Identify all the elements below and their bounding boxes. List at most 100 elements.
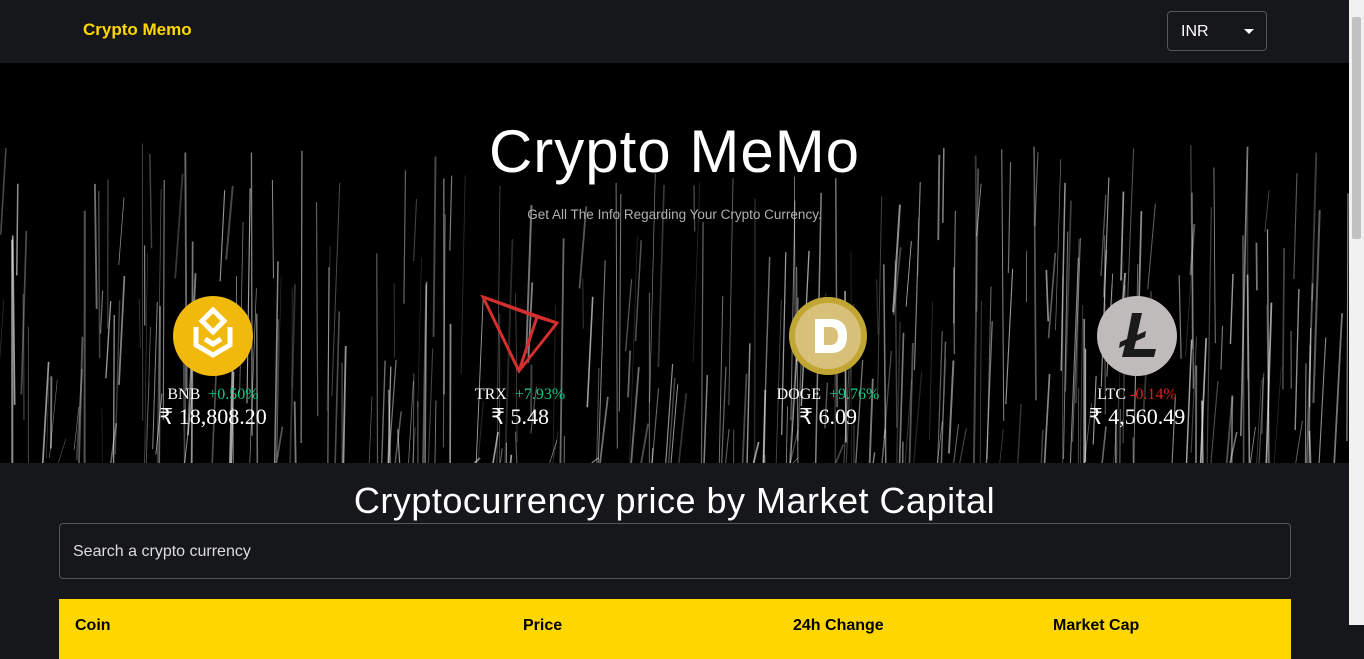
caret	[1244, 29, 1254, 35]
coin-price: ₹ 4,560.49	[1037, 404, 1237, 430]
table-header-cell: Coin	[75, 617, 111, 635]
streak	[328, 267, 329, 463]
streak	[1000, 429, 1004, 463]
streak	[1309, 431, 1310, 463]
streak	[1347, 193, 1348, 441]
streak	[101, 291, 103, 334]
streak	[1283, 248, 1284, 390]
streak	[918, 218, 919, 276]
streak	[95, 184, 97, 309]
streak	[679, 393, 686, 463]
streak	[1274, 367, 1281, 463]
streak	[1257, 380, 1262, 463]
streak	[382, 361, 385, 463]
streak	[941, 342, 945, 463]
streak	[949, 360, 954, 453]
coin-symbol: TRX	[475, 386, 507, 403]
table-header-cell: Market Cap	[1053, 617, 1139, 635]
streak	[954, 424, 959, 463]
streak	[1006, 269, 1013, 404]
coin-change: +9.76%	[829, 386, 879, 403]
coin-change: -0.14%	[1130, 386, 1177, 403]
coin-icon	[787, 295, 869, 377]
streak	[1295, 289, 1299, 430]
coin-card[interactable]: BNB +0.50% ₹ 18,808.20	[113, 295, 313, 430]
currency-select[interactable]: INR	[1167, 11, 1267, 51]
streak	[0, 299, 4, 361]
streak	[175, 174, 182, 279]
streak	[1262, 377, 1263, 434]
streak	[1002, 149, 1004, 421]
table-header-cell: 24h Change	[793, 617, 884, 635]
coin-card[interactable]: TRX +7.93% ₹ 5.48	[420, 295, 620, 430]
streak	[409, 381, 414, 463]
streak	[701, 222, 703, 463]
streak	[635, 240, 641, 341]
table-header: Coin Price 24h Change Market Cap	[59, 599, 1291, 659]
streak	[511, 455, 512, 463]
streak	[980, 301, 981, 463]
streak	[1319, 337, 1326, 463]
streak	[23, 294, 24, 420]
streak	[500, 448, 502, 463]
search-placeholder: Search a crypto currency	[73, 543, 251, 561]
streak	[335, 311, 339, 463]
streak	[704, 375, 707, 463]
coin-symbol: LTC	[1097, 386, 1126, 403]
streak	[226, 186, 233, 260]
streak	[1243, 235, 1244, 463]
streak	[516, 432, 517, 463]
coin-icon	[479, 295, 561, 377]
coin-change: +7.93%	[515, 386, 565, 403]
coin-icon	[172, 295, 254, 377]
streak	[220, 190, 225, 281]
streak	[592, 458, 599, 463]
streak	[272, 180, 273, 278]
streak	[343, 346, 345, 463]
streak	[395, 411, 401, 463]
scrollbar-thumb[interactable]	[1352, 17, 1361, 239]
streak	[626, 279, 632, 351]
streak	[954, 267, 955, 354]
streak	[1026, 251, 1027, 303]
coin-price: ₹ 18,808.20	[113, 404, 313, 430]
coin-price: ₹ 6.09	[728, 404, 928, 430]
coin-change: +0.50%	[208, 386, 258, 403]
coin-icon	[1096, 295, 1178, 377]
streak	[17, 184, 18, 276]
streak	[930, 302, 933, 440]
streak	[722, 367, 726, 463]
coin-price: ₹ 5.48	[420, 404, 620, 430]
hero: Crypto MeMo Get All The Info Regarding Y…	[0, 63, 1349, 463]
streak	[1334, 313, 1342, 463]
streak	[102, 407, 103, 463]
streak	[475, 458, 481, 463]
streak	[726, 429, 729, 463]
section-title: Cryptocurrency price by Market Capital	[0, 480, 1349, 522]
coin-symbol: DOGE	[777, 386, 821, 403]
streak	[882, 429, 885, 463]
streak	[316, 202, 317, 416]
page: Crypto Memo INR Crypto MeMo Get All The …	[0, 0, 1364, 625]
streak	[1018, 404, 1021, 463]
streak	[1041, 430, 1043, 463]
streak	[1305, 363, 1306, 463]
streak	[836, 445, 844, 463]
streak	[628, 351, 630, 398]
streak	[793, 458, 798, 463]
streak	[377, 253, 378, 463]
currency-value: INR	[1181, 23, 1209, 41]
streak	[1296, 421, 1303, 463]
brand[interactable]: Crypto Memo	[83, 20, 192, 40]
streak	[873, 452, 874, 463]
streak	[1102, 426, 1106, 463]
coin-card[interactable]: LTC -0.14% ₹ 4,560.49	[1037, 295, 1237, 430]
streak	[960, 428, 967, 463]
search-input[interactable]: Search a crypto currency	[59, 523, 1291, 579]
streak	[1294, 173, 1297, 279]
streak	[641, 424, 648, 463]
streak	[58, 439, 66, 463]
hero-title: Crypto MeMo	[0, 117, 1349, 186]
coin-card[interactable]: DOGE +9.76% ₹ 6.09	[728, 295, 928, 430]
streak	[404, 170, 406, 303]
